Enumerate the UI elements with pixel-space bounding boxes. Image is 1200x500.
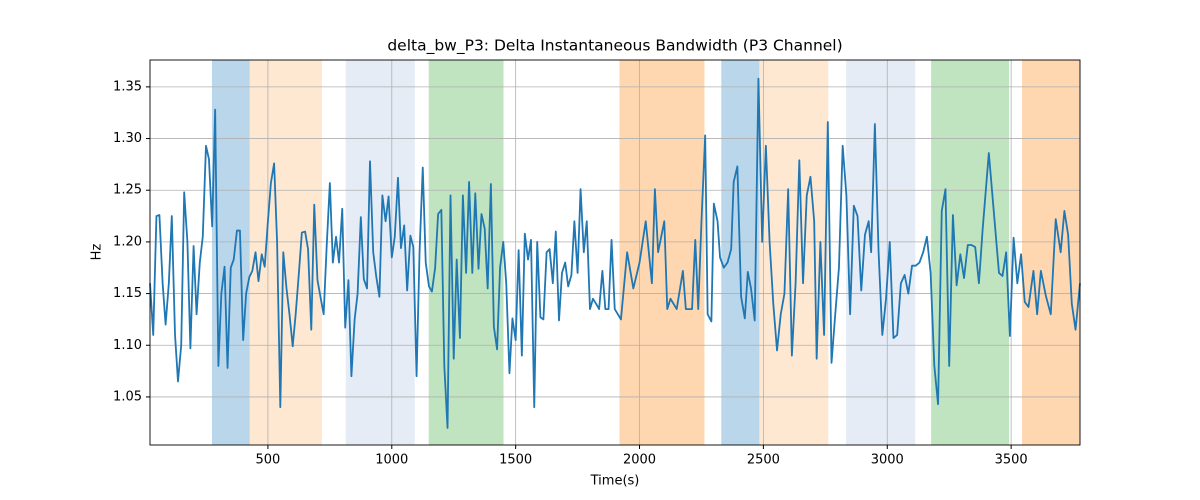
plot-frame — [149, 59, 1081, 446]
x-tick-label: 500 — [256, 453, 281, 468]
shaded-region — [1022, 60, 1080, 445]
shaded-region — [931, 60, 1010, 445]
x-tick-label: 1500 — [499, 453, 532, 468]
data-line — [149, 77, 1081, 429]
x-tick-label: 3500 — [995, 453, 1028, 468]
y-tick-label: 1.05 — [113, 389, 142, 404]
y-tick-label: 1.30 — [113, 131, 142, 146]
x-tick-label: 3000 — [871, 453, 904, 468]
x-tick-label: 2000 — [623, 453, 656, 468]
y-tick-label: 1.20 — [113, 234, 142, 249]
y-tick-label: 1.35 — [113, 79, 142, 94]
shaded-region — [249, 60, 322, 445]
x-tick-label: 2500 — [747, 453, 780, 468]
y-tick-label: 1.15 — [113, 286, 142, 301]
shaded-region — [619, 60, 705, 445]
y-tick-label: 1.10 — [113, 338, 142, 353]
y-axis-label: Hz — [90, 244, 105, 261]
shaded-region — [846, 60, 916, 445]
y-tick-label: 1.25 — [113, 183, 142, 198]
x-tick-label: 1000 — [375, 453, 408, 468]
chart-title: delta_bw_P3: Delta Instantaneous Bandwid… — [387, 37, 842, 56]
x-axis-label: Time(s) — [590, 474, 640, 489]
shaded-region — [211, 60, 250, 445]
